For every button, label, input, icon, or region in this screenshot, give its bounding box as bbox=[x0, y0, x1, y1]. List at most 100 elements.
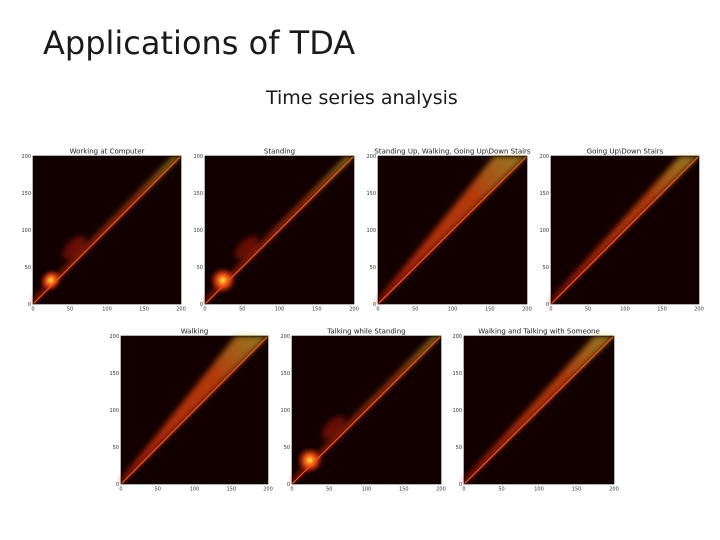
density-halo bbox=[321, 415, 346, 440]
x-tick-label: 50 bbox=[585, 307, 591, 313]
panel-title: Working at Computer bbox=[70, 148, 145, 156]
x-tick-label: 0 bbox=[203, 307, 206, 313]
diagonal-line bbox=[550, 155, 700, 305]
y-tick-label: 50 bbox=[25, 265, 31, 271]
diagonal-line bbox=[32, 155, 182, 305]
y-tick-label: 150 bbox=[280, 371, 290, 377]
y-tick-label: 0 bbox=[200, 302, 203, 308]
x-tick-label: 0 bbox=[290, 487, 293, 493]
x-tick-label: 200 bbox=[176, 307, 186, 313]
slide-title: Applications of TDA bbox=[43, 24, 356, 62]
persistence-diagram-panel: Walking and Talking with Someone 0 50 100 15… bbox=[448, 326, 619, 494]
persistence-diagram-panel: Talking while Standing 0 50 100 150 200 0 50 100… bbox=[276, 326, 446, 494]
persistence-diagram-svg: Standing 0 50 100 150 200 0 50 100 150 200 bbox=[193, 148, 359, 313]
y-tick-label: 150 bbox=[21, 191, 31, 197]
diagonal-line bbox=[204, 155, 355, 305]
x-tick-label: 200 bbox=[263, 487, 273, 493]
x-tick-label: 0 bbox=[549, 307, 552, 313]
y-tick-label: 0 bbox=[28, 302, 31, 308]
x-tick-label: 150 bbox=[139, 307, 149, 313]
y-tick-label: 100 bbox=[21, 228, 31, 234]
x-tick-label: 100 bbox=[190, 487, 200, 493]
x-tick-label: 50 bbox=[412, 307, 418, 313]
persistence-diagram-panel: Working at Computer 0 50 100 150 200 0 50 100 150… bbox=[17, 146, 186, 314]
y-tick-label: 0 bbox=[287, 482, 290, 488]
persistence-diagram-svg: Working at Computer 0 50 100 150 200 0 50 100 150… bbox=[21, 148, 186, 313]
x-tick-label: 150 bbox=[485, 307, 495, 313]
panel-title: Walking bbox=[181, 328, 209, 336]
y-tick-label: 100 bbox=[280, 408, 290, 414]
y-tick-label: 50 bbox=[284, 445, 290, 451]
y-tick-label: 200 bbox=[280, 334, 290, 340]
density-blob bbox=[209, 266, 237, 294]
slide-subtitle: Time series analysis bbox=[266, 87, 458, 109]
x-tick-label: 50 bbox=[239, 307, 245, 313]
x-tick-label: 50 bbox=[326, 487, 332, 493]
y-tick-label: 100 bbox=[539, 228, 549, 234]
y-tick-label: 0 bbox=[116, 482, 119, 488]
panel-title: Going Up\Down Stairs bbox=[587, 148, 664, 156]
axes-frame bbox=[120, 335, 269, 485]
y-tick-label: 200 bbox=[452, 334, 462, 340]
y-tick-label: 150 bbox=[366, 191, 376, 197]
y-tick-label: 200 bbox=[539, 154, 549, 160]
panel-title: Standing Up, Walking, Going Up\Down Stai… bbox=[374, 148, 531, 156]
y-tick-label: 0 bbox=[459, 482, 462, 488]
x-tick-label: 150 bbox=[226, 487, 236, 493]
x-tick-label: 0 bbox=[462, 487, 465, 493]
x-tick-label: 200 bbox=[609, 487, 619, 493]
axes-frame bbox=[204, 155, 355, 305]
y-tick-label: 150 bbox=[109, 371, 119, 377]
x-tick-label: 50 bbox=[67, 307, 73, 313]
y-tick-label: 200 bbox=[21, 154, 31, 160]
x-tick-label: 100 bbox=[275, 307, 285, 313]
axes-frame bbox=[32, 155, 182, 305]
diagonal-line bbox=[291, 335, 442, 485]
y-tick-label: 150 bbox=[539, 191, 549, 197]
persistence-diagram-svg: Going Up\Down Stairs 0 50 100 150 200 0 50 100 15… bbox=[539, 148, 704, 313]
persistence-diagram-panel: Walking 0 50 100 150 200 0 50 100 150 200 bbox=[105, 326, 273, 494]
x-tick-label: 200 bbox=[522, 307, 532, 313]
x-tick-label: 100 bbox=[620, 307, 630, 313]
y-tick-label: 100 bbox=[452, 408, 462, 414]
x-tick-label: 0 bbox=[119, 487, 122, 493]
x-tick-label: 100 bbox=[448, 307, 458, 313]
y-tick-label: 50 bbox=[197, 265, 203, 271]
persistence-diagram-panel: Going Up\Down Stairs 0 50 100 150 200 0 50 100 15… bbox=[535, 146, 704, 314]
density-halo bbox=[234, 235, 259, 260]
density-halo bbox=[62, 236, 87, 260]
persistence-diagram-svg: Walking 0 50 100 150 200 0 50 100 150 200 bbox=[109, 328, 273, 493]
y-tick-label: 50 bbox=[370, 265, 376, 271]
y-tick-label: 100 bbox=[366, 228, 376, 234]
persistence-diagram-svg: Talking while Standing 0 50 100 150 200 0 50 100… bbox=[280, 328, 446, 493]
x-tick-label: 200 bbox=[349, 307, 359, 313]
x-tick-label: 50 bbox=[498, 487, 504, 493]
x-tick-label: 150 bbox=[572, 487, 582, 493]
density-blob bbox=[39, 269, 62, 292]
panel-title: Walking and Talking with Someone bbox=[478, 328, 600, 336]
y-tick-label: 50 bbox=[113, 445, 119, 451]
x-tick-label: 200 bbox=[694, 307, 704, 313]
y-tick-label: 0 bbox=[546, 302, 549, 308]
persistence-diagram-svg: Standing Up, Walking, Going Up\Down Stai… bbox=[366, 148, 532, 313]
y-tick-label: 200 bbox=[366, 154, 376, 160]
y-tick-label: 100 bbox=[193, 228, 203, 234]
diagonal-line bbox=[377, 155, 528, 305]
x-tick-label: 50 bbox=[155, 487, 161, 493]
x-tick-label: 100 bbox=[534, 487, 544, 493]
persistence-diagram-panel: Standing 0 50 100 150 200 0 50 100 150 200 bbox=[189, 146, 359, 314]
persistence-diagram-panel: Standing Up, Walking, Going Up\Down Stai… bbox=[362, 146, 532, 314]
x-tick-label: 200 bbox=[436, 487, 446, 493]
x-tick-label: 100 bbox=[102, 307, 112, 313]
axes-frame bbox=[377, 155, 528, 305]
density-blob bbox=[296, 446, 324, 474]
x-tick-label: 150 bbox=[312, 307, 322, 313]
axes-frame bbox=[291, 335, 442, 485]
panel-title: Standing bbox=[264, 148, 295, 156]
x-tick-label: 100 bbox=[362, 487, 372, 493]
x-tick-label: 0 bbox=[31, 307, 34, 313]
diagonal-line bbox=[120, 335, 269, 485]
persistence-diagram-svg: Walking and Talking with Someone 0 50 100 15… bbox=[452, 328, 619, 493]
diagonal-line bbox=[463, 335, 615, 485]
axes-frame bbox=[463, 335, 615, 485]
